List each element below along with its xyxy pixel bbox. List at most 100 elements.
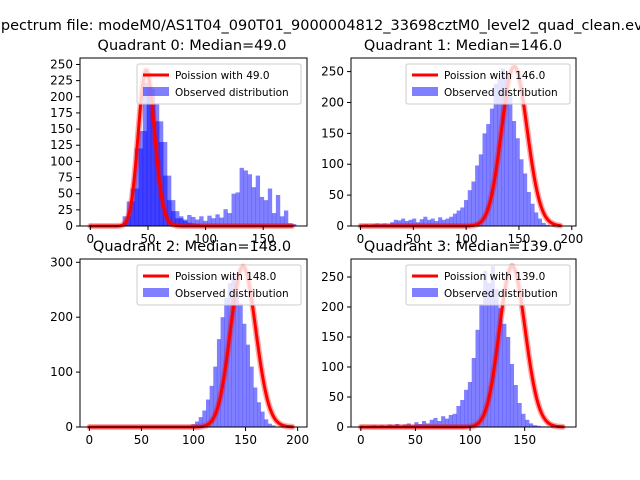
quadrant-3-legend-observed-swatch <box>412 288 438 297</box>
quadrant-1-title: Quadrant 1: Median=146.0 <box>364 38 562 54</box>
quadrant-3-y-tick-label: 150 <box>321 330 344 344</box>
quadrant-0-legend-observed-label: Observed distribution <box>175 87 289 99</box>
quadrant-2-histogram-bar <box>227 283 232 427</box>
quadrant-3-axes-frame <box>350 258 577 428</box>
quadrant-0-y-tick-label: 175 <box>50 106 73 120</box>
quadrant-3-histogram-bar <box>464 389 469 427</box>
quadrant-1-histogram-bar <box>486 124 491 226</box>
quadrant-1-plot: 0 50 100 150 200 0 50 100 150 200 250 Poission with… <box>321 38 583 246</box>
quadrant-3-histogram-bar <box>521 413 526 427</box>
quadrant-3-x-tick-label: 0 <box>357 433 365 447</box>
quadrant-3-histogram-bar <box>506 337 511 427</box>
quadrant-2-legend-poisson-label: Poission with 148.0 <box>175 271 276 283</box>
quadrant-2-y-tick-label: 100 <box>50 365 73 379</box>
quadrant-3-legend-observed-label: Observed distribution <box>444 288 558 300</box>
quadrant-3-histogram-bar <box>509 364 515 427</box>
quadrant-2-histogram-bar <box>198 417 203 427</box>
figure-suptitle: Spectrum file: modeM0/AS1T04_090T01_9000… <box>0 18 640 34</box>
quadrant-1-histogram-bar <box>419 219 424 226</box>
quadrant-3-histogram-bar <box>513 385 518 427</box>
quadrant-1-histogram-bar <box>493 83 498 226</box>
quadrant-0-axes-frame <box>79 57 308 227</box>
quadrant-2-histogram-bar <box>235 294 240 427</box>
quadrant-1-histogram-bar <box>441 219 446 226</box>
quadrant-0-histogram-bar <box>259 196 265 226</box>
quadrant-0-histogram-bar <box>271 213 277 226</box>
quadrant-0-histogram-bar <box>239 167 244 226</box>
quadrant-0-histogram-bar <box>150 103 156 226</box>
quadrant-2-legend-box <box>136 264 302 306</box>
quadrant-2-legend-observed-label: Observed distribution <box>175 288 289 300</box>
quadrant-0-histogram-bar <box>263 200 269 226</box>
quadrant-0-histogram-bar <box>243 170 248 226</box>
quadrant-1-histogram-bar <box>534 212 539 226</box>
quadrant-0-y-tick-label: 0 <box>65 219 73 233</box>
quadrant-1-x-tick-label: 200 <box>560 232 583 246</box>
quadrant-0-histogram-bar <box>219 217 224 226</box>
quadrant-0-histogram-bar <box>134 148 140 226</box>
quadrant-1-histogram-bar <box>464 200 469 226</box>
quadrant-3-histogram-bar <box>529 423 534 427</box>
quadrant-3-histogram-bar <box>467 382 472 427</box>
quadrant-3-histogram-bar <box>422 421 427 427</box>
quadrant-0-histogram-bar <box>130 188 136 226</box>
quadrant-0-histogram-bar <box>267 188 273 226</box>
quadrant-0-histogram-bar <box>146 89 152 227</box>
quadrant-3-histogram-bar <box>425 423 430 427</box>
quadrant-1-legend-observed-label: Observed distribution <box>444 87 558 99</box>
quadrant-1-histogram-bar <box>519 159 524 226</box>
quadrant-0-histogram-bar <box>292 224 297 226</box>
quadrant-1-histogram-bar <box>427 219 432 226</box>
quadrant-3-y-tick-label: 200 <box>321 300 344 314</box>
quadrant-1-histogram-bar <box>478 154 483 226</box>
quadrant-1-x-tick-label: 100 <box>455 232 478 246</box>
quadrant-1-histogram-bar <box>460 207 465 226</box>
quadrant-1-legend-poisson-label: Poission with 146.0 <box>444 70 545 82</box>
quadrant-0-legend-poisson-label: Poission with 49.0 <box>175 70 270 82</box>
quadrant-0-histogram-bar <box>154 121 160 226</box>
quadrant-1-y-tick-label: 0 <box>336 219 344 233</box>
quadrant-0-histogram-bar <box>283 210 289 226</box>
quadrant-0-histogram-bar <box>203 220 208 226</box>
quadrant-1-y-tick-label: 150 <box>321 126 344 140</box>
quadrant-3-x-tick-label: 150 <box>513 433 536 447</box>
quadrant-1-x-tick-label: 0 <box>357 232 365 246</box>
quadrant-3-y-tick-label: 100 <box>321 360 344 374</box>
quadrant-3-histogram-bar <box>444 418 450 427</box>
quadrant-2-x-tick-label: 0 <box>86 433 94 447</box>
quadrant-0-y-tick-label: 75 <box>58 171 73 185</box>
quadrant-1-histogram-bar <box>512 121 517 226</box>
quadrant-0-histogram-bar <box>275 194 281 226</box>
quadrant-3-histogram-bar <box>532 425 537 427</box>
quadrant-1-histogram-bar <box>526 192 531 226</box>
quadrant-3-histogram-bar <box>429 419 434 427</box>
quadrant-1-histogram-bar <box>415 222 420 226</box>
quadrant-3-histogram-bar <box>475 329 480 427</box>
quadrant-2-histogram-bar <box>213 366 218 427</box>
quadrant-1-histogram-bar <box>508 96 513 226</box>
quadrant-3-legend-box <box>405 264 571 306</box>
quadrant-2-histogram-bar <box>242 323 247 427</box>
quadrant-1-histogram-bar <box>452 213 457 226</box>
quadrant-1-legend: Poission with 146.0 Observed distribution <box>405 63 571 105</box>
quadrant-1-x-tick-label: 50 <box>406 232 421 246</box>
quadrant-2-histogram-bar <box>195 421 199 427</box>
quadrant-0-histogram-bar <box>191 216 196 226</box>
quadrant-0-histogram-bar <box>199 216 204 226</box>
quadrant-0-histogram-bar <box>211 218 216 226</box>
quadrant-3-plot: 0 50 100 150 0 50 100 150 200 250 Poission with 13… <box>321 239 577 447</box>
quadrant-2-histogram-bar <box>249 366 254 427</box>
quadrant-0-x-tick-label: 150 <box>252 232 275 246</box>
quadrant-1-histogram-bar <box>515 138 520 226</box>
quadrant-3-histogram-bar <box>517 403 522 427</box>
quadrant-1-histogram-bar <box>537 218 542 226</box>
quadrant-2-histogram-bar <box>253 387 258 427</box>
quadrant-3-histogram-bar <box>452 413 457 427</box>
quadrant-2-histogram-bar <box>264 419 269 427</box>
quadrant-3-histogram-bar <box>536 425 541 427</box>
quadrant-1-legend-observed-swatch <box>412 87 438 96</box>
quadrant-2-x-tick-label: 50 <box>134 433 149 447</box>
quadrant-2-x-tick-label: 150 <box>234 433 257 447</box>
quadrant-0-histogram-bar <box>223 209 228 226</box>
quadrant-0-histogram-bar <box>227 213 232 226</box>
